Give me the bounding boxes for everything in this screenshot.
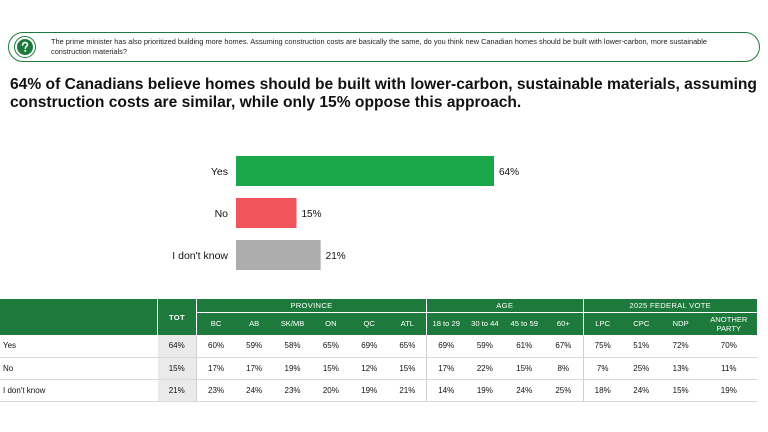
table-cell: 15% bbox=[311, 357, 350, 380]
column-header: AB bbox=[235, 312, 274, 335]
table-cell: 24% bbox=[235, 379, 274, 402]
table-row: I don't know 21% 23% 24% 23% 20% 19% 21% 14% 19% 2… bbox=[0, 379, 757, 402]
column-header: 45 to 59 bbox=[504, 312, 545, 335]
table-cell: 59% bbox=[235, 335, 274, 358]
bar-category-label: No bbox=[215, 208, 229, 220]
table-cell: 20% bbox=[311, 379, 350, 402]
table-cell: 23% bbox=[195, 379, 236, 402]
table-cell: 58% bbox=[273, 335, 312, 358]
bar bbox=[236, 156, 494, 186]
table-cell: 24% bbox=[504, 379, 545, 402]
bar-value-label: 15% bbox=[301, 209, 321, 220]
bar bbox=[236, 198, 297, 228]
table-cell: 19% bbox=[349, 379, 389, 402]
bar-value-label: 64% bbox=[499, 167, 519, 178]
column-header-total: TOT bbox=[157, 299, 197, 335]
table-corner bbox=[0, 299, 158, 335]
table-cell: 14% bbox=[426, 379, 466, 402]
table-cell: 15% bbox=[660, 379, 701, 402]
column-group-header: AGE bbox=[426, 299, 583, 313]
column-header: 60+ bbox=[544, 312, 583, 335]
table-cell: 70% bbox=[700, 335, 757, 358]
table-cell: 25% bbox=[621, 357, 661, 380]
table-cell: 22% bbox=[465, 357, 505, 380]
column-header: 18 to 29 bbox=[426, 312, 466, 335]
column-header: ANOTHER PARTY bbox=[700, 312, 757, 335]
crosstab-table: TOT PROVINCE AGE 2025 FEDERAL VOTE BC AB SK/MB… bbox=[0, 299, 757, 402]
column-header: ATL bbox=[388, 312, 427, 335]
bar-chart: Yes 64% No 15% I don't know 21% bbox=[172, 156, 519, 270]
column-header: BC bbox=[195, 312, 236, 335]
row-label: No bbox=[0, 357, 158, 380]
bar-category-label: I don't know bbox=[172, 250, 228, 262]
table-cell: 51% bbox=[621, 335, 661, 358]
table-cell: 61% bbox=[504, 335, 545, 358]
table-cell: 24% bbox=[621, 379, 661, 402]
table-cell: 65% bbox=[388, 335, 427, 358]
bar bbox=[236, 240, 321, 270]
table-cell: 8% bbox=[544, 357, 583, 380]
question-text: The prime minister has also prioritized … bbox=[51, 37, 708, 56]
table-cell: 69% bbox=[349, 335, 389, 358]
total-cell: 64% bbox=[157, 335, 197, 358]
table-cell: 17% bbox=[235, 357, 274, 380]
table-cell: 60% bbox=[195, 335, 236, 358]
bar-category-label: Yes bbox=[211, 166, 228, 178]
column-header: ON bbox=[311, 312, 350, 335]
table-cell: 19% bbox=[700, 379, 757, 402]
table-cell: 13% bbox=[660, 357, 701, 380]
headline: 64% of Canadians believe homes should be… bbox=[10, 76, 757, 111]
table-cell: 19% bbox=[465, 379, 505, 402]
table-cell: 15% bbox=[388, 357, 427, 380]
table-cell: 21% bbox=[388, 379, 427, 402]
bar-value-label: 21% bbox=[326, 251, 346, 262]
table-cell: 12% bbox=[349, 357, 389, 380]
table-cell: 11% bbox=[700, 357, 757, 380]
table-cell: 75% bbox=[582, 335, 622, 358]
row-label: Yes bbox=[0, 335, 158, 358]
table-cell: 67% bbox=[544, 335, 583, 358]
row-label: I don't know bbox=[0, 379, 158, 402]
question-mark-icon bbox=[14, 36, 36, 58]
table-cell: 65% bbox=[311, 335, 350, 358]
table-cell: 7% bbox=[582, 357, 622, 380]
column-header: CPC bbox=[621, 312, 661, 335]
table-cell: 23% bbox=[273, 379, 312, 402]
total-cell: 15% bbox=[157, 357, 197, 380]
table-cell: 17% bbox=[195, 357, 236, 380]
column-header: 30 to 44 bbox=[465, 312, 505, 335]
table-cell: 59% bbox=[465, 335, 505, 358]
table-cell: 17% bbox=[426, 357, 466, 380]
table-cell: 19% bbox=[273, 357, 312, 380]
column-header: SK/MB bbox=[273, 312, 312, 335]
table-row: Yes 64% 60% 59% 58% 65% 69% 65% 69% 59% 61% 67% 75% 5… bbox=[0, 335, 757, 358]
column-group-header: 2025 FEDERAL VOTE bbox=[582, 299, 757, 313]
table-cell: 72% bbox=[660, 335, 701, 358]
total-cell: 21% bbox=[157, 379, 197, 402]
column-header: NDP bbox=[660, 312, 701, 335]
column-group-header: PROVINCE bbox=[195, 299, 427, 313]
table-cell: 18% bbox=[582, 379, 622, 402]
table-cell: 69% bbox=[426, 335, 466, 358]
table-cell: 25% bbox=[544, 379, 583, 402]
table-row: No 15% 17% 17% 19% 15% 12% 15% 17% 22% 15% 8% 7% 25% 1… bbox=[0, 357, 757, 380]
table-cell: 15% bbox=[504, 357, 545, 380]
question-banner: The prime minister has also prioritized … bbox=[8, 32, 760, 62]
column-header: LPC bbox=[582, 312, 622, 335]
column-header: QC bbox=[349, 312, 389, 335]
